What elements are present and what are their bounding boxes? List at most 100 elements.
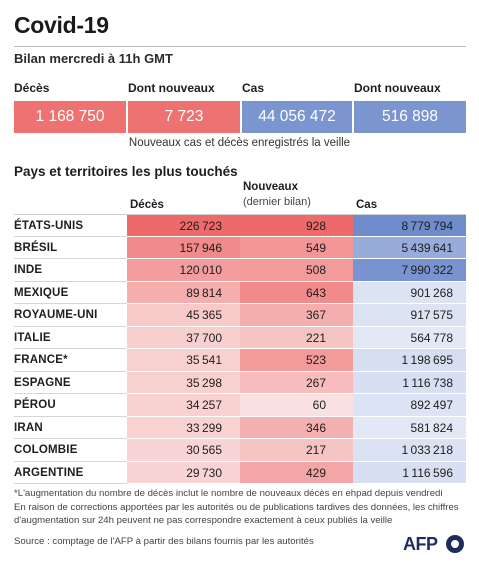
kpi-box-new-deaths: 7 723: [128, 101, 240, 133]
column-header-cases: Cas: [356, 199, 378, 211]
country-label: ITALIE: [14, 331, 51, 344]
row-divider: [14, 325, 127, 327]
new-deaths-cell: 217: [240, 439, 353, 461]
deaths-cell: 29 730: [127, 461, 240, 483]
new-deaths-cell: 346: [240, 416, 353, 438]
kpi-note: Nouveaux cas et décès enregistrés la vei…: [128, 137, 351, 149]
new-deaths-cell: 267: [240, 371, 353, 393]
cases-cell: 892 497: [353, 394, 466, 416]
footnote-corrections-2: d'augmentation sur 24h peuvent ne pas co…: [14, 515, 393, 526]
new-deaths-cell: 429: [240, 461, 353, 483]
row-divider: [14, 280, 127, 282]
country-label: ÉTATS-UNIS: [14, 220, 84, 232]
kpi-label-new-cases: Dont nouveaux: [354, 81, 441, 95]
row-divider: [14, 370, 127, 372]
new-deaths-cell: 221: [240, 326, 353, 348]
deaths-cell: 37 700: [127, 326, 240, 348]
cases-cell: 8 779 794: [353, 215, 466, 236]
row-divider: [14, 258, 127, 259]
deaths-cell: 226 723: [127, 215, 240, 236]
row-divider: [14, 460, 127, 462]
kpi-labels: Décès Dont nouveaux Cas Dont nouveaux: [14, 81, 466, 97]
footnote-source: Source : comptage de l'AFP à partir des …: [14, 536, 314, 547]
cases-cell: 901 268: [353, 281, 466, 303]
table-row: ITALIE 37 700 221 564 778: [14, 326, 466, 349]
cases-cell: 917 575: [353, 304, 466, 326]
table-row: PÉROU 34 257 60 892 497: [14, 394, 466, 417]
country-label: BRÉSIL: [14, 241, 58, 254]
section-title: Pays et territoires les plus touchés: [14, 164, 238, 179]
kpi-value-deaths: 1 168 750: [35, 108, 105, 125]
row-divider: [14, 415, 127, 417]
country-label: COLOMBIE: [14, 444, 78, 456]
country-label: INDE: [14, 264, 43, 276]
row-divider: [14, 393, 127, 394]
row-divider: [14, 438, 127, 439]
column-subheader-new: (dernier bilan): [243, 196, 311, 208]
table-row: INDE 120 010 508 7 990 322: [14, 259, 466, 282]
cases-cell: 5 439 641: [353, 236, 466, 258]
deaths-cell: 89 814: [127, 281, 240, 303]
deaths-cell: 35 541: [127, 349, 240, 371]
deaths-cell: 35 298: [127, 371, 240, 393]
row-divider: [14, 303, 127, 304]
country-label: ESPAGNE: [14, 376, 71, 389]
table-row: IRAN 33 299 346 581 824: [14, 416, 466, 439]
kpi-value-new-cases: 516 898: [381, 108, 439, 125]
row-divider: [14, 483, 127, 484]
country-label: MEXIQUE: [14, 286, 69, 299]
cases-cell: 1 116 738: [353, 371, 466, 393]
kpi-boxes: 1 168 750 7 723 44 056 472 516 898: [14, 101, 466, 133]
kpi-label-deaths: Décès: [14, 81, 50, 95]
deaths-cell: 34 257: [127, 394, 240, 416]
country-label: PÉROU: [14, 399, 56, 411]
footnote-france: *L'augmentation du nombre de décès inclu…: [14, 488, 443, 499]
new-deaths-cell: 523: [240, 349, 353, 371]
kpi-box-cases: 44 056 472: [242, 101, 352, 133]
afp-logo-text: AFP: [403, 534, 438, 554]
country-label: IRAN: [14, 421, 43, 434]
kpi-label-cases: Cas: [242, 81, 265, 95]
new-deaths-cell: 367: [240, 304, 353, 326]
column-header-new: Nouveaux: [243, 181, 298, 193]
kpi-value-cases: 44 056 472: [258, 108, 336, 125]
table-row: ÉTATS-UNIS 226 723 928 8 779 794: [14, 214, 466, 237]
data-table: ÉTATS-UNIS 226 723 928 8 779 794 BRÉSIL 157 9…: [14, 214, 466, 484]
kpi-box-deaths: 1 168 750: [14, 101, 126, 133]
country-label: ARGENTINE: [14, 466, 84, 479]
afp-logo-dot-icon: [446, 535, 464, 553]
title-divider: [14, 46, 466, 47]
kpi-label-new-deaths: Dont nouveaux: [128, 81, 215, 95]
deaths-cell: 33 299: [127, 416, 240, 438]
table-row: ROYAUME-UNI 45 365 367 917 575: [14, 304, 466, 327]
country-label: ROYAUME-UNI: [14, 309, 98, 321]
new-deaths-cell: 549: [240, 236, 353, 258]
table-row: BRÉSIL 157 946 549 5 439 641: [14, 236, 466, 259]
country-label: FRANCE*: [14, 354, 68, 366]
kpi-value-new-deaths: 7 723: [164, 108, 204, 125]
row-divider: [14, 235, 127, 237]
deaths-cell: 157 946: [127, 236, 240, 258]
table-row: FRANCE* 35 541 523 1 198 695: [14, 349, 466, 372]
chart-subtitle: Bilan mercredi à 11h GMT: [14, 51, 173, 66]
kpi-box-new-cases: 516 898: [354, 101, 466, 133]
cases-cell: 1 198 695: [353, 349, 466, 371]
deaths-cell: 30 565: [127, 439, 240, 461]
new-deaths-cell: 928: [240, 215, 353, 236]
cases-cell: 1 033 218: [353, 439, 466, 461]
table-row: COLOMBIE 30 565 217 1 033 218: [14, 439, 466, 462]
deaths-cell: 120 010: [127, 259, 240, 281]
new-deaths-cell: 643: [240, 281, 353, 303]
table-row: MEXIQUE 89 814 643 901 268: [14, 281, 466, 304]
table-row: ARGENTINE 29 730 429 1 116 596: [14, 461, 466, 484]
cases-cell: 581 824: [353, 416, 466, 438]
new-deaths-cell: 60: [240, 394, 353, 416]
deaths-cell: 45 365: [127, 304, 240, 326]
row-divider: [14, 348, 127, 349]
column-header-deaths: Décès: [130, 199, 164, 211]
cases-cell: 7 990 322: [353, 259, 466, 281]
new-deaths-cell: 508: [240, 259, 353, 281]
chart-title: Covid-19: [14, 12, 109, 38]
table-row: ESPAGNE 35 298 267 1 116 738: [14, 371, 466, 394]
cases-cell: 564 778: [353, 326, 466, 348]
